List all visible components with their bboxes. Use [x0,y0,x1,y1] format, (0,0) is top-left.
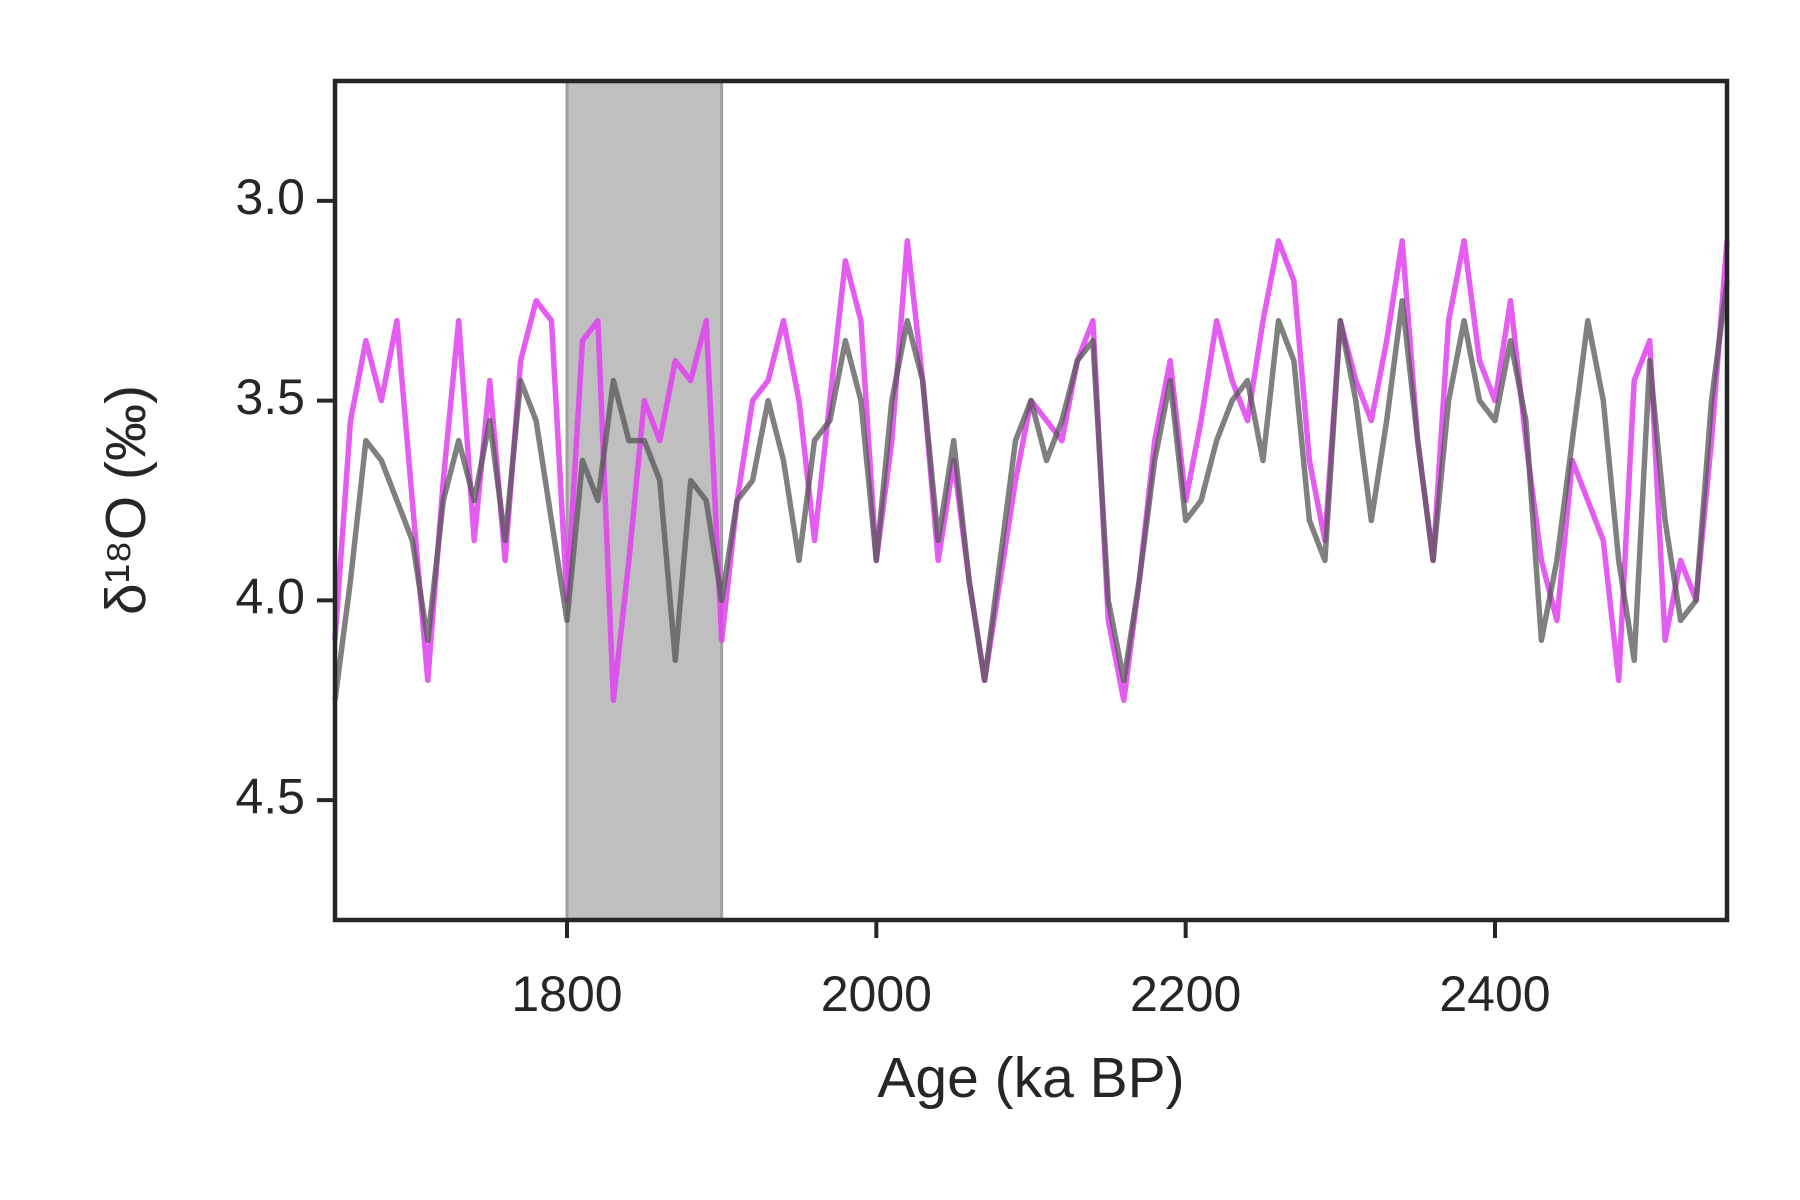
shaded-span [567,81,722,920]
y-tick-label: 4.5 [235,768,305,824]
x-axis-label: Age (ka BP) [877,1046,1184,1110]
y-tick-label: 4.0 [235,569,305,625]
x-tick-label: 2000 [821,966,932,1022]
y-tick-label: 3.5 [235,369,305,425]
y-axis-label: δ¹⁸O (‰) [94,385,158,615]
x-tick-label: 1800 [511,966,622,1022]
series-line [332,280,1730,701]
y-tick-label: 3.0 [235,169,305,225]
x-tick-label: 2200 [1130,966,1241,1022]
x-tick-label: 2400 [1439,966,1550,1022]
plot-frame [332,78,1730,923]
